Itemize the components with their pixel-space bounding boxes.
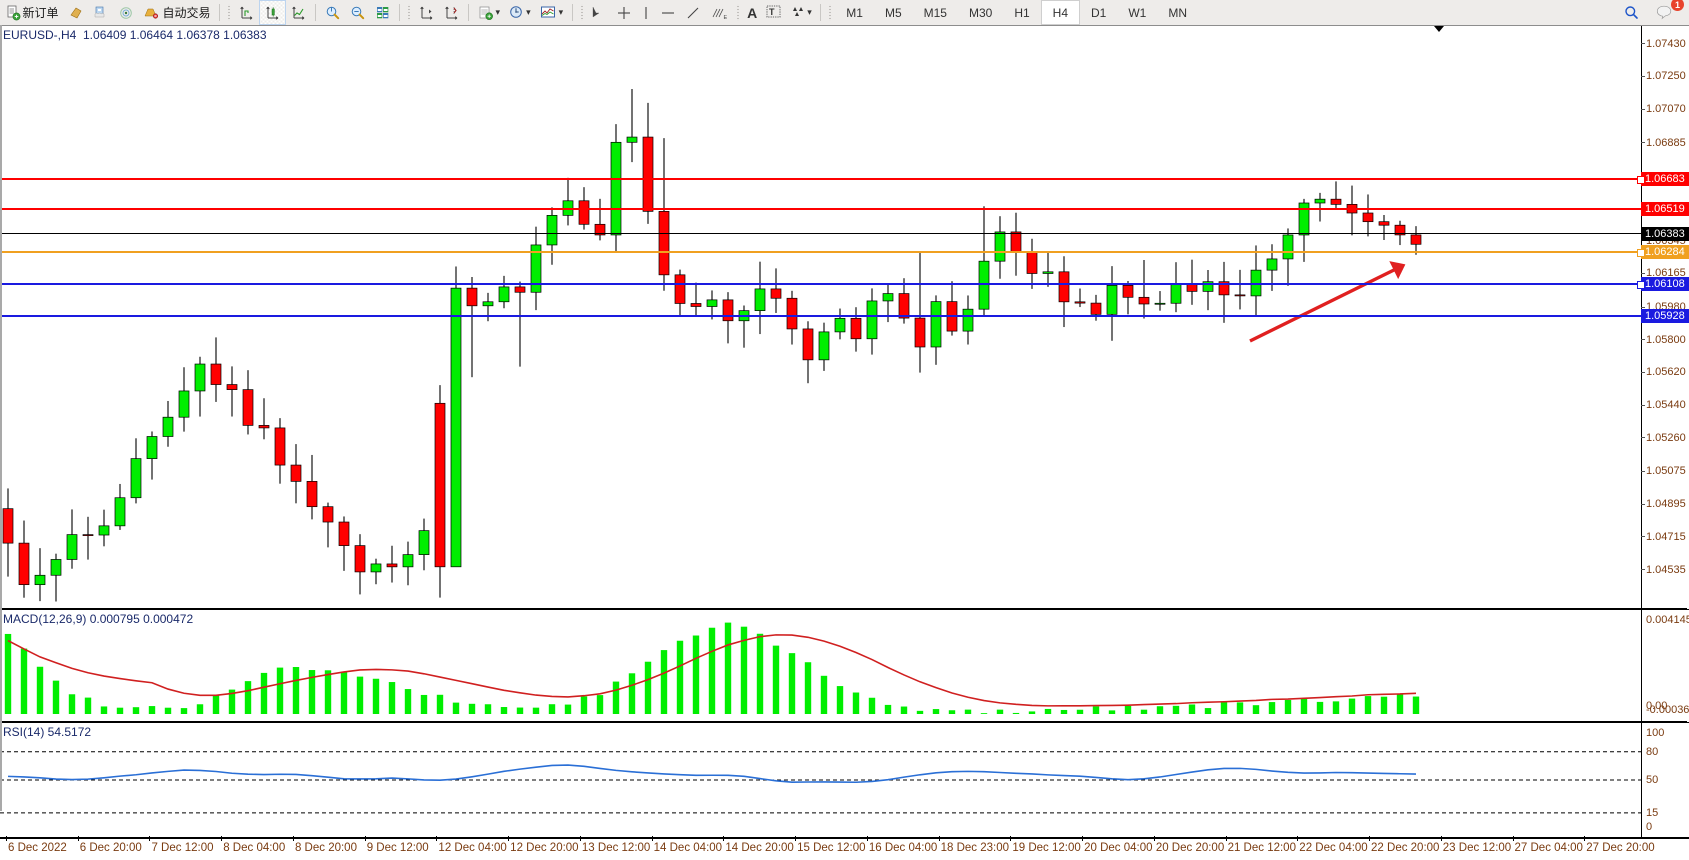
svg-text:T: T — [769, 7, 775, 17]
svg-text:E: E — [724, 15, 728, 21]
